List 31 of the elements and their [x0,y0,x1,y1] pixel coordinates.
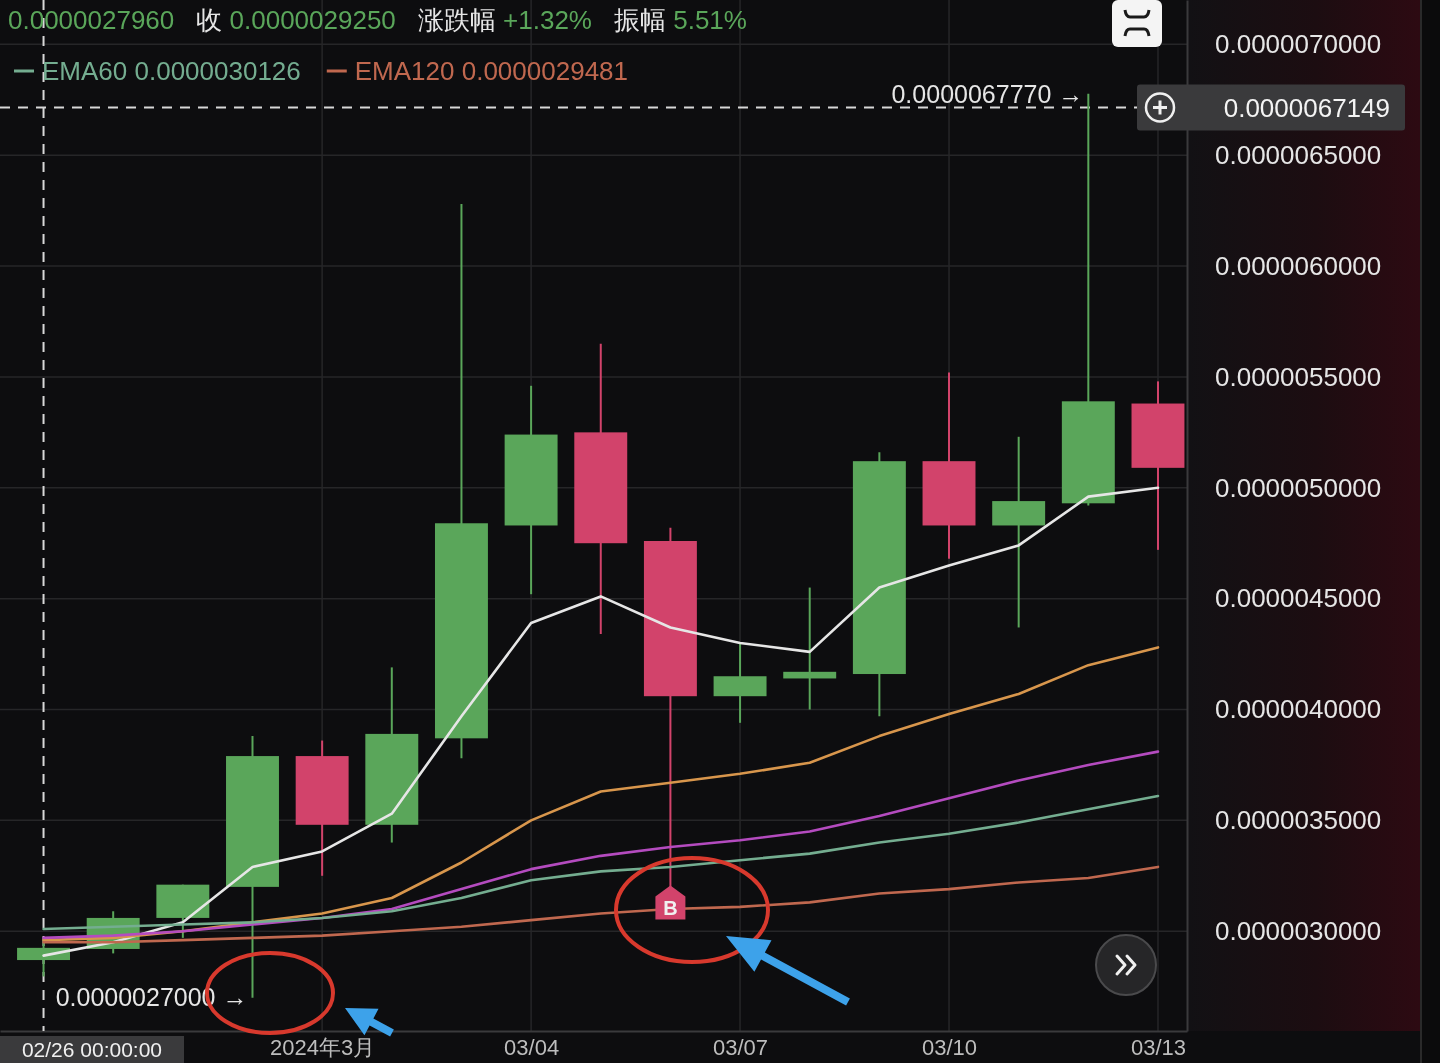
x-tick-label: 2024年3月 [270,1034,376,1060]
annotation: 收 0.0000029250 [196,5,396,35]
x-tick-label: 03/07 [713,1034,769,1060]
line-series [42,486,1160,957]
y-tick-label: 0.0000055000 [1215,361,1382,392]
annotation: 振幅 5.51% [613,5,747,35]
y-tick-label: 0.0000050000 [1215,472,1382,503]
line-series [42,750,1160,940]
y-tick-label: 0.0000035000 [1215,805,1382,836]
line-series [42,865,1160,944]
y-tick-label: 0.0000065000 [1215,140,1382,171]
annotation: B [663,896,678,919]
x-tick-label: 03/10 [921,1034,978,1060]
legend-label: EMA120 0.0000029481 [354,56,629,86]
y-tick-label: 0.0000045000 [1215,583,1382,614]
y-tick-label: 0.0000060000 [1215,250,1382,281]
annotation: 涨跌幅 +1.32% [417,5,592,35]
line-series [42,794,1160,931]
ref-line-label: 02/26 00:00:00 [21,1038,163,1062]
y-tick-label: 0.0000030000 [1215,916,1382,947]
annotation: 0.0000067770 → [891,79,1084,108]
line-series [42,646,1160,942]
ref-line-label: 0.0000067149 [1223,92,1390,123]
candlestick [783,586,837,711]
candlestick [992,435,1046,629]
y-tick-label: 0.0000070000 [1215,29,1382,60]
annotation: 0.0000027960 [8,5,175,35]
x-tick-label: 03/13 [1130,1034,1187,1060]
y-tick-label: 0.0000040000 [1215,694,1382,725]
x-tick-label: 03/04 [504,1034,560,1060]
legend-label: EMA60 0.0000030126 [42,56,301,86]
